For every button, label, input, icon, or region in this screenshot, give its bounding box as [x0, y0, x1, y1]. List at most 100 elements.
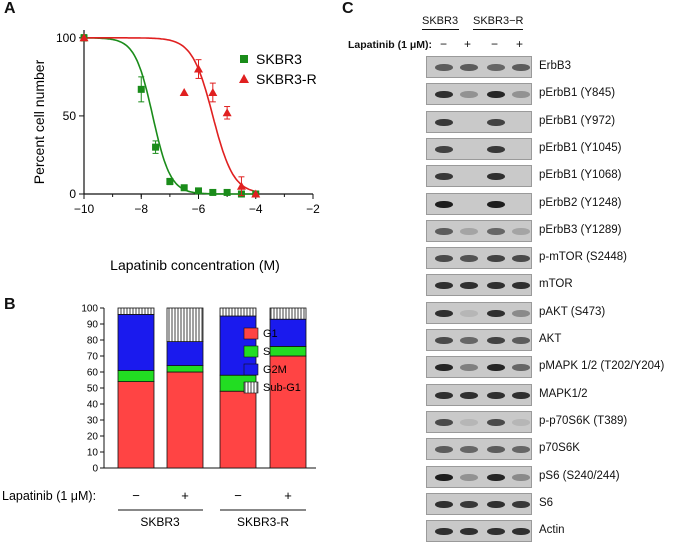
blot-label: p-p70S6K (T389) [539, 414, 628, 427]
blot-treatment-label: Lapatinib (1 μM): [348, 39, 432, 51]
legend-label-skbr3-r: SKBR3-R [256, 71, 317, 87]
blot-row [426, 56, 532, 78]
treatment-sign: − [234, 488, 242, 503]
blot-label: pErbB1 (Y845) [539, 87, 616, 100]
bar-segment-sub-g1 [219, 307, 257, 317]
bar-segment-sub-g1 [269, 307, 307, 320]
data-point-skbr3-r [222, 108, 232, 117]
blot-band [512, 528, 530, 536]
blot-band [460, 146, 478, 153]
blot-row [426, 356, 532, 379]
group-label: SKBR3-R [237, 515, 289, 529]
treatment-sign: + [284, 488, 292, 503]
b-y-tick-label: 10 [87, 448, 99, 459]
legend-label-g2m: G2M [263, 364, 287, 376]
legend-swatch-s [243, 345, 259, 358]
blot-band [487, 91, 505, 99]
panel-b-letter: B [4, 296, 16, 313]
blot-band [435, 173, 453, 181]
blot-row [426, 110, 532, 133]
bar-segment-s [269, 346, 307, 357]
blot-band [512, 146, 530, 153]
blot-band [487, 118, 505, 126]
blot-band [460, 119, 478, 126]
blot-label: pS6 (S240/244) [539, 469, 620, 482]
bar-segment-s [117, 370, 155, 383]
b-y-tick-label: 90 [87, 320, 99, 331]
blot-band [460, 255, 478, 263]
blot-row [426, 520, 532, 543]
data-point-skbr3 [180, 184, 188, 192]
header-skbr3-line [422, 29, 459, 30]
blot-band [435, 446, 453, 454]
blot-label: pMAPK 1/2 (T202/Y204) [539, 360, 665, 373]
blot-label: pErbB2 (Y1248) [539, 196, 622, 209]
blot-label: p70S6K [539, 442, 580, 455]
blot-band [435, 282, 453, 290]
legend-marker-skbr3-r [239, 74, 249, 83]
blot-band [512, 337, 530, 344]
blot-row [426, 192, 532, 215]
legend-label-s: S [263, 346, 270, 358]
legend-label-g1: G1 [263, 328, 278, 340]
blot-band [460, 64, 478, 71]
bar-segment-g1 [166, 371, 204, 469]
data-point-skbr3 [195, 187, 202, 195]
blot-row [426, 383, 532, 406]
data-point-skbr3 [223, 188, 231, 196]
blot-label: MAPK1/2 [539, 387, 588, 400]
blot-band [512, 64, 530, 71]
legend-swatch-g2m [243, 363, 259, 376]
blot-band [487, 500, 505, 508]
blot-sign-2: + [464, 37, 472, 51]
blot-band [435, 145, 453, 153]
b-y-tick-label: 70 [87, 352, 99, 363]
blot-band [512, 119, 530, 126]
header-skbr3: SKBR3 [422, 15, 459, 27]
blot-band [512, 418, 530, 426]
blot-row [426, 219, 532, 242]
blot-band [460, 91, 478, 99]
header-skbr3r-line [473, 29, 523, 30]
legend-label-sub-g1: Sub-G1 [263, 382, 301, 394]
blot-band [460, 446, 478, 454]
treatment-label: Lapatinib (1 μM): [2, 489, 96, 503]
blot-band [487, 227, 505, 235]
data-point-skbr3 [152, 143, 160, 151]
blot-band [487, 173, 505, 181]
blot-band [435, 337, 453, 344]
data-point-skbr3-r [79, 33, 89, 42]
legend-label-skbr3: SKBR3 [256, 51, 302, 67]
b-y-tick-label: 30 [87, 416, 99, 427]
dose-response-chart: −10 −8 −6 −4 −2 0 50 100 Lapatinib concentratio… [31, 30, 320, 273]
blot-band [460, 500, 478, 508]
blot-label: AKT [539, 333, 562, 345]
blot-band [512, 201, 530, 208]
blot-band [512, 309, 530, 317]
blot-band [435, 91, 453, 99]
b-y-tick-label: 80 [87, 336, 99, 347]
blot-row [426, 438, 532, 461]
blot-band [460, 337, 478, 344]
bar-segment-g1 [269, 355, 307, 469]
bar-segment-g2m [117, 313, 155, 371]
x-tick-label: −4 [249, 202, 263, 216]
blot-band [512, 446, 530, 454]
x-axis-label: Lapatinib concentration (M) [110, 257, 280, 273]
blot-sign-3: − [491, 37, 499, 51]
blot-label: pErbB1 (Y1068) [539, 169, 622, 182]
y-axis-label: Percent cell number [31, 59, 47, 184]
blot-band [460, 227, 478, 235]
b-y-tick-label: 0 [92, 464, 98, 475]
blot-label: S6 [539, 496, 554, 509]
blot-band [512, 91, 530, 99]
blot-band [435, 418, 453, 426]
data-point-skbr3 [209, 188, 217, 196]
blot-band [487, 528, 505, 536]
x-tick-label: −6 [192, 202, 206, 216]
blot-label: pErbB1 (Y1045) [539, 141, 622, 154]
blot-band [512, 391, 530, 399]
blot-row [426, 247, 532, 270]
fit-curve-skbr3-r [84, 37, 257, 193]
blot-band [487, 145, 505, 153]
